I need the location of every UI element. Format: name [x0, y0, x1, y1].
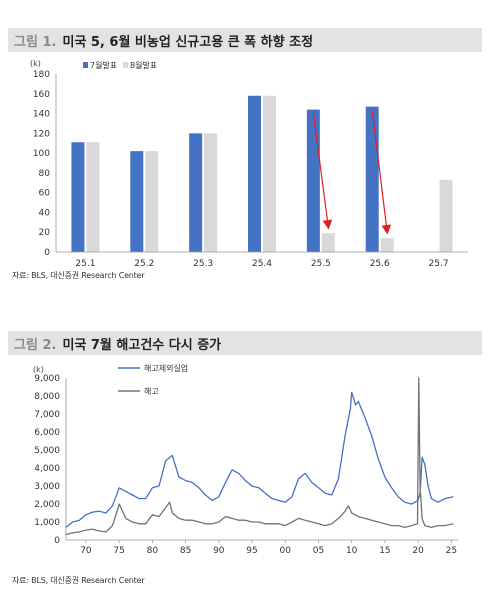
bar [380, 238, 394, 252]
figure1-source: 자료: BLS, 대신증권 Research Center [12, 271, 145, 280]
y-tick-label: 1,000 [34, 518, 60, 528]
y-tick-label: 120 [33, 129, 50, 139]
x-tick-label: 70 [80, 546, 92, 556]
legend-label: 8월발표 [130, 60, 157, 70]
legend-swatch [123, 62, 128, 68]
bar-chart: (k) 0 20 40 60 80 100 120 140 160 180 25.1 25.2 25.3 2… [30, 59, 468, 268]
bar [306, 109, 320, 252]
bar [71, 142, 85, 252]
series-line [65, 377, 454, 536]
x-tick-label: 25.5 [311, 259, 331, 268]
revision-arrow [371, 110, 392, 235]
x-tick-label: 10 [346, 546, 358, 556]
x-tick-label: 05 [313, 546, 324, 556]
x-tick-label: 95 [246, 546, 257, 556]
y-unit-label: (k) [30, 59, 41, 68]
bar [263, 95, 276, 252]
bar [86, 142, 100, 252]
x-tick-label: 25.2 [134, 259, 154, 268]
x-tick-label: 00 [280, 546, 292, 556]
x-tick-label: 25.4 [252, 259, 272, 268]
x-tick-label: 20 [412, 546, 424, 556]
y-tick-label: 4,000 [34, 464, 60, 474]
y-tick-label: 6,000 [34, 428, 60, 438]
y-tick-label: 5,000 [34, 446, 60, 456]
x-tick-label: 25.3 [193, 259, 213, 268]
x-tick-label: 90 [213, 546, 225, 556]
figure2-title: 미국 7월 해고건수 다시 증가 [62, 337, 222, 353]
y-tick-label: 3,000 [34, 482, 60, 492]
y-tick-label: 80 [39, 169, 51, 179]
y-tick-label: 160 [33, 90, 50, 100]
y-tick-label: 0 [54, 536, 60, 546]
figure1-header: 그림 1. 미국 5, 6월 비농업 신규고용 큰 폭 하향 조정 [8, 28, 482, 52]
y-tick-label: 20 [39, 228, 51, 238]
y-tick-label: 9,000 [34, 374, 60, 384]
y-unit-label: (k) [33, 365, 44, 374]
bar [189, 133, 203, 252]
x-tick-label: 15 [379, 546, 390, 556]
bar [204, 133, 218, 252]
legend-swatch [83, 62, 88, 68]
figure2-header: 그림 2. 미국 7월 해고건수 다시 증가 [8, 331, 482, 355]
revision-arrow [312, 113, 333, 230]
bar [365, 106, 379, 252]
y-tick-label: 100 [33, 149, 50, 159]
bar [439, 179, 453, 252]
y-tick-label: 60 [39, 189, 51, 199]
x-tick-label: 25.1 [75, 259, 95, 268]
line-chart: (k) 0 1,000 2,000 3,000 4,000 5,000 6,000 7,000 8… [33, 363, 458, 556]
x-tick-label: 85 [180, 546, 191, 556]
figure2-number: 그림 2. [14, 337, 57, 353]
y-tick-label: 0 [44, 248, 50, 258]
y-tick-label: 7,000 [34, 410, 60, 420]
x-tick-label: 75 [113, 546, 124, 556]
y-tick-label: 2,000 [34, 500, 60, 510]
bar [248, 95, 261, 252]
legend-label: 해고 [144, 386, 159, 396]
bar [321, 233, 335, 252]
x-tick-label: 25.6 [370, 259, 390, 268]
x-tick-label: 80 [147, 546, 159, 556]
y-tick-label: 8,000 [34, 392, 60, 402]
legend-label: 해고제외실업 [144, 363, 188, 373]
series-line [65, 391, 454, 528]
y-tick-label: 140 [33, 110, 50, 120]
figure2-source: 자료: BLS, 대신증권 Research Center [12, 576, 145, 585]
figure1-title: 미국 5, 6월 비농업 신규고용 큰 폭 하향 조정 [62, 34, 314, 50]
bar [145, 151, 159, 252]
x-tick-label: 25 [446, 546, 457, 556]
legend-label: 7월발표 [90, 60, 117, 70]
bar [130, 151, 144, 252]
x-tick-label: 25.7 [429, 259, 449, 268]
y-tick-label: 40 [39, 208, 51, 218]
figure1-number: 그림 1. [14, 34, 57, 50]
y-tick-label: 180 [33, 70, 50, 80]
